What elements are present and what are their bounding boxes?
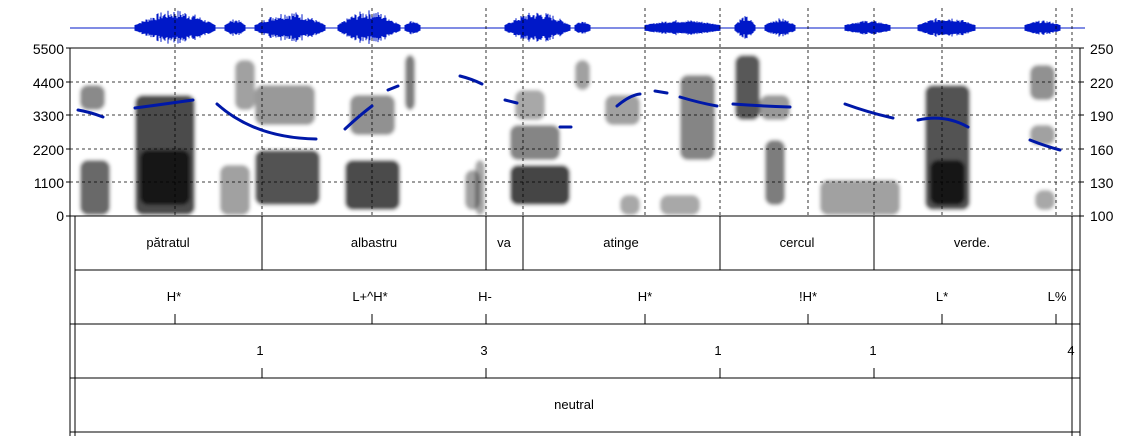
pitch-segment — [653, 89, 669, 95]
word-label: verde. — [954, 235, 990, 250]
f0-tick-label: 160 — [1090, 142, 1114, 158]
break-label: 4 — [1067, 343, 1074, 358]
freq-tick-label: 5500 — [33, 41, 64, 57]
waveform — [70, 10, 1085, 44]
f0-tick-label: 220 — [1090, 75, 1114, 91]
f0-tick-label: 100 — [1090, 208, 1114, 224]
pitch-segment — [615, 92, 642, 108]
pitch-segment — [458, 74, 484, 86]
pitch-track — [76, 74, 1062, 152]
freq-tick-label: 1100 — [34, 175, 64, 191]
freq-tick-label: 3300 — [33, 108, 64, 124]
tone-label: H- — [478, 289, 492, 304]
f0-axis: 250 220 190 160 130 100 — [1090, 41, 1114, 224]
break-label: 1 — [714, 343, 721, 358]
spectrogram-grid — [66, 8, 1084, 217]
f0-tick-label: 190 — [1090, 108, 1114, 124]
pitch-segment — [76, 108, 105, 119]
pitch-segment — [386, 84, 400, 92]
tone-label: !H* — [799, 289, 817, 304]
pitch-segment — [678, 95, 719, 108]
word-label: va — [497, 235, 512, 250]
tone-label: L+^H* — [352, 289, 387, 304]
break-label: 3 — [480, 343, 487, 358]
frequency-axis: 5500 4400 3300 2200 1100 0 — [33, 41, 64, 224]
break-label: 1 — [869, 343, 876, 358]
tone-label: L* — [936, 289, 948, 304]
pitch-segment — [731, 102, 792, 109]
misc-label: neutral — [554, 397, 594, 412]
f0-tick-label: 130 — [1090, 175, 1114, 191]
tone-tier: H* L+^H* H- H* !H* L* L% — [167, 289, 1067, 324]
pitch-segment — [843, 102, 895, 120]
waveform-trace — [70, 10, 1085, 44]
pitch-segment — [343, 104, 374, 131]
freq-tick-label: 2200 — [33, 142, 64, 158]
word-tier: pătratul albastru va atinge cercul verde… — [146, 216, 990, 270]
word-label: cercul — [780, 235, 815, 250]
word-label: atinge — [603, 235, 638, 250]
word-label: pătratul — [146, 235, 189, 250]
f0-tick-label: 250 — [1090, 41, 1114, 57]
break-label: 1 — [256, 343, 263, 358]
tone-label: L% — [1048, 289, 1067, 304]
tone-label: H* — [638, 289, 652, 304]
misc-tier: neutral — [554, 397, 594, 412]
spectrogram-frame — [69, 47, 1081, 217]
break-index-tier: 1 3 1 1 4 — [256, 343, 1075, 378]
pitch-segment — [916, 116, 970, 129]
freq-tick-label: 4400 — [33, 75, 64, 91]
pitch-segment — [215, 102, 318, 141]
tone-label: H* — [167, 289, 181, 304]
word-label: albastru — [351, 235, 397, 250]
pitch-segment — [133, 98, 195, 110]
freq-tick-label: 0 — [56, 208, 64, 224]
pitch-segment — [1028, 138, 1062, 152]
annotation-tiers: pătratul albastru va atinge cercul verde… — [69, 216, 1081, 436]
pitch-segment — [503, 98, 519, 105]
spectrogram — [70, 48, 1080, 216]
